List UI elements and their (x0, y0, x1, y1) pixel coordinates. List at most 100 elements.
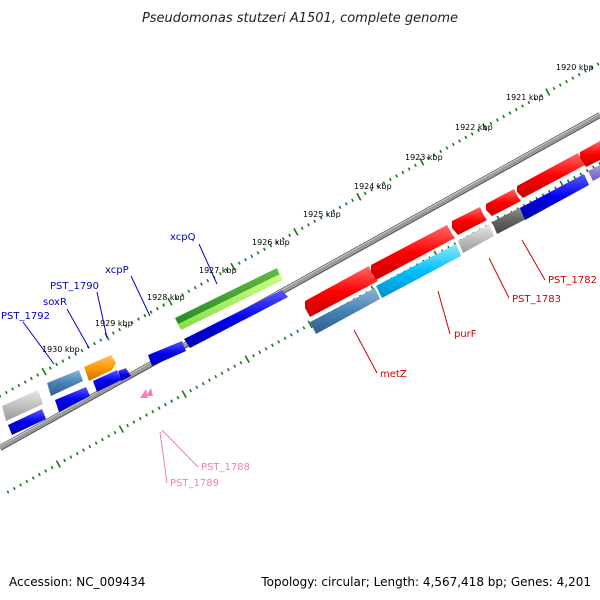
gene-reverse[interactable] (118, 368, 131, 381)
gene-label-xcpp[interactable]: xcpP (105, 265, 129, 276)
gene-reverse[interactable] (520, 174, 589, 220)
scale-label: 1925 kbp (303, 210, 341, 219)
gene-reverse[interactable] (55, 387, 90, 412)
gene-reverse[interactable] (148, 341, 186, 366)
scale-label: 1924 kbp (354, 182, 392, 191)
scale-tick-minor (145, 413, 148, 417)
scale-tick-minor (351, 198, 354, 202)
scale-tick-minor (176, 396, 180, 400)
scale-tick-minor (93, 341, 96, 346)
gene-reverse[interactable] (93, 370, 121, 392)
scale-label: 1922 kbp (455, 123, 493, 132)
scale-tick-minor (237, 261, 241, 265)
gene-label-pst-1783[interactable]: PST_1783 (512, 294, 561, 305)
scale-tick-minor (464, 135, 468, 140)
scale-tick-minor (23, 380, 27, 384)
scale-tick-minor (17, 383, 21, 388)
scale-tick-minor (477, 128, 480, 133)
scale-tick-minor (61, 359, 65, 363)
scale-tick-minor (573, 175, 577, 180)
scale-tick-minor (596, 62, 600, 66)
scale-tick-minor (187, 289, 191, 293)
gene-label-pst-1789[interactable]: PST_1789 (170, 478, 219, 489)
scale-tick-minor (445, 146, 449, 150)
scale-tick-minor (451, 142, 455, 147)
scale-tick-minor (75, 451, 79, 456)
gene-label-pst-1792[interactable]: PST_1792 (1, 311, 50, 322)
scale-tick-minor (426, 156, 430, 161)
gene-forward[interactable] (305, 266, 378, 317)
scale-tick-minor (74, 352, 77, 356)
scale-tick-minor (99, 338, 103, 342)
scale-tick-major (356, 192, 362, 201)
gene-reverse[interactable] (47, 370, 83, 396)
scale-tick-minor (539, 93, 543, 98)
scale-label: 1921 kbp (506, 93, 544, 102)
scale-tick-minor (149, 310, 153, 314)
gene-label-pst-1788[interactable]: PST_1788 (201, 462, 250, 473)
scale-tick-minor (296, 329, 300, 333)
scale-tick-minor (193, 286, 197, 290)
gene-label-metz[interactable]: metZ (380, 369, 407, 380)
gene-reverse[interactable] (8, 409, 46, 435)
scale-tick-minor (592, 165, 595, 169)
scale-tick-minor (275, 240, 279, 244)
scale-tick-minor (585, 168, 589, 173)
scale-tick-minor (565, 79, 569, 84)
scale-tick-major (230, 262, 236, 271)
scale-tick-minor (11, 387, 15, 391)
scale-tick-minor (250, 254, 254, 258)
scale-label: 1927 kbp (199, 266, 237, 275)
scale-tick-major (41, 367, 47, 376)
scale-tick-minor (566, 179, 570, 183)
scale-tick-minor (162, 303, 166, 307)
gene-forward[interactable] (452, 207, 487, 235)
scale-tick-minor (38, 472, 41, 477)
gene-label-pst-1790[interactable]: PST_1790 (50, 281, 99, 292)
gene-forward[interactable] (371, 225, 455, 280)
gene-forward[interactable] (84, 355, 116, 381)
gene-label-pst-1782[interactable]: PST_1782 (548, 275, 597, 286)
gene-other[interactable] (458, 224, 494, 253)
gene-other[interactable] (2, 390, 43, 421)
scale-tick-minor (252, 354, 255, 358)
scale-labels: 1920 kbp 1921 kbp 1922 kbp 1923 kbp 1924… (42, 63, 594, 354)
scale-tick-minor (281, 237, 285, 241)
scale-tick-minor (155, 306, 159, 311)
scale-tick-minor (344, 202, 348, 206)
gene-feature[interactable] (146, 388, 153, 396)
scale-tick-minor (376, 184, 380, 189)
scale-tick-minor (302, 326, 306, 330)
scale-label: 1928 kbp (147, 293, 185, 302)
gene-rna[interactable] (178, 274, 283, 330)
scale-tick-minor (382, 181, 386, 185)
gene-other[interactable] (492, 205, 530, 234)
scale-tick-minor (48, 366, 52, 370)
scale-tick-minor (189, 389, 192, 393)
gene-label-xcpq[interactable]: xcpQ (170, 232, 196, 243)
scale-tick-minor (36, 373, 40, 377)
scale-tick-minor (577, 72, 581, 77)
scale-tick-minor (80, 348, 84, 353)
scale-tick-minor (208, 378, 211, 382)
gene-forward[interactable] (580, 141, 600, 167)
scale-tick-minor (214, 375, 218, 379)
gene-reverse[interactable] (310, 288, 380, 334)
gene-feature[interactable] (140, 389, 148, 398)
gene-reverse[interactable] (184, 290, 288, 348)
scale-tick-minor (313, 219, 317, 223)
scale-tick-minor (269, 244, 273, 248)
scale-tick-minor (195, 385, 199, 389)
scale-tick-minor (470, 132, 474, 136)
gene-label-soxr[interactable]: soxR (43, 297, 67, 308)
scale-tick-minor (388, 177, 392, 182)
gene-forward[interactable] (517, 153, 585, 198)
gene-label-purf[interactable]: purF (454, 329, 477, 340)
scale-tick-minor (137, 317, 140, 321)
gene-forward[interactable] (486, 189, 521, 216)
gene-reverse[interactable] (376, 244, 461, 298)
scale-tick-minor (300, 226, 304, 230)
scale-tick-minor (82, 448, 85, 452)
gene-other[interactable] (588, 165, 600, 181)
